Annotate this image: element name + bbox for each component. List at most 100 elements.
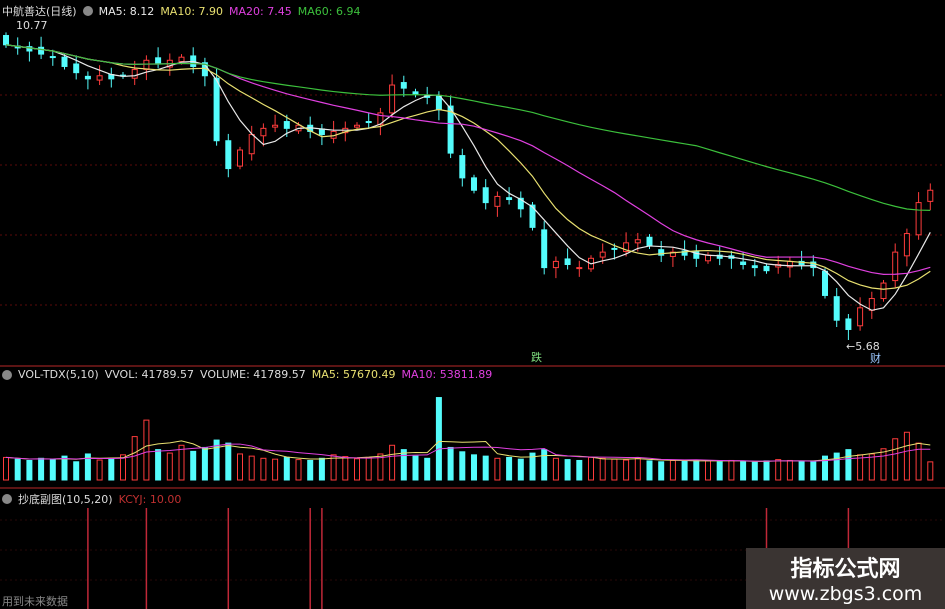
candle-up — [927, 189, 934, 202]
candle-down — [38, 46, 45, 55]
candle-down — [506, 197, 513, 201]
volume-bar — [49, 459, 56, 481]
volume-bar — [435, 397, 442, 481]
candle-up — [903, 233, 910, 257]
candle-down — [716, 254, 723, 259]
volume-bar — [634, 457, 641, 481]
volume-bar — [225, 442, 232, 481]
candle-down — [3, 35, 9, 46]
volume-bar — [412, 455, 419, 481]
candle-down — [564, 258, 571, 265]
future-data-note: 用到未来数据 — [2, 595, 68, 608]
candle-down — [400, 82, 407, 89]
volume-bar — [283, 456, 290, 481]
volume-bar — [892, 438, 899, 481]
ma10-value: MA10: 7.90 — [160, 4, 224, 18]
volume-bar — [740, 460, 747, 481]
candle-up — [880, 282, 887, 300]
candle-up — [237, 149, 243, 167]
volume-bar — [541, 449, 548, 481]
candle-down — [822, 270, 828, 296]
candle-up — [354, 124, 360, 128]
volume-bar — [798, 460, 805, 481]
volume-bar — [529, 452, 536, 481]
candle-up — [576, 267, 583, 270]
volume-bar — [377, 453, 384, 481]
volume-bar — [108, 457, 115, 481]
volume-bar — [786, 459, 793, 481]
volume-bar — [552, 457, 559, 481]
volume-bar — [166, 452, 173, 481]
volume-bar — [84, 453, 91, 481]
ma10-line — [5, 44, 931, 290]
candle-up — [272, 124, 279, 128]
candle-up — [494, 195, 501, 207]
candle-up — [260, 127, 267, 137]
candle-down — [283, 121, 290, 129]
ma60-value: MA60: 6.94 — [297, 4, 361, 18]
volume-bar — [178, 444, 185, 481]
volume-bar — [588, 456, 594, 481]
volume-value: VOLUME: 41789.57 — [200, 368, 306, 381]
candle-down — [646, 236, 653, 247]
volume-bar — [915, 442, 922, 481]
kcyj-signal-lines — [87, 508, 850, 609]
candle-down — [61, 56, 68, 67]
candle-up — [892, 251, 899, 282]
candle-down — [84, 75, 91, 80]
volume-bar — [3, 456, 9, 481]
volume-bar — [810, 461, 817, 481]
volume-bar — [307, 459, 314, 481]
volume-bar — [705, 460, 711, 481]
vol-ma10-value: MA10: 53811.89 — [401, 368, 493, 381]
ma5-value: MA5: 8.12 — [98, 4, 155, 18]
volume-bar — [857, 454, 864, 481]
volume-bars — [3, 397, 934, 481]
volume-bar — [564, 459, 571, 481]
volume-bar — [318, 457, 325, 481]
volume-bar — [272, 458, 279, 481]
candle-down — [447, 105, 454, 154]
candle-down — [833, 296, 840, 321]
volume-bar — [61, 455, 68, 481]
candle-down — [459, 155, 466, 179]
candle-down — [318, 128, 325, 136]
candle-down — [611, 247, 618, 250]
volume-bar — [693, 459, 700, 481]
watermark-title: 指标公式网 — [790, 557, 901, 582]
volume-bar — [611, 458, 618, 481]
volume-bar — [506, 456, 513, 481]
candle-up — [868, 298, 875, 311]
candle-up — [131, 69, 138, 79]
volume-bar — [365, 456, 372, 481]
candle-up — [389, 84, 396, 114]
volume-bar — [927, 461, 934, 481]
volume-bar — [517, 458, 524, 481]
volume-bar — [131, 436, 138, 481]
volume-bar — [623, 459, 630, 481]
volume-bar — [494, 457, 501, 481]
volume-bar — [155, 449, 162, 481]
volume-bar — [96, 459, 103, 481]
candle-down — [693, 251, 700, 259]
candle-up — [96, 75, 103, 81]
candle-down — [213, 77, 220, 142]
settings-icon[interactable] — [2, 369, 12, 380]
volume-bar — [38, 457, 45, 481]
ma60-line — [5, 44, 931, 212]
moving-average-lines — [5, 44, 931, 311]
candle-down — [810, 261, 817, 269]
candle-up — [634, 239, 641, 244]
volume-bar — [342, 456, 349, 481]
volume-bar — [482, 455, 489, 481]
candle-up — [178, 56, 185, 63]
volume-bar — [354, 458, 360, 481]
settings-icon[interactable] — [2, 494, 12, 504]
main-legend: 中航善达(日线) MA5: 8.12 MA10: 7.90 MA20: 7.45… — [2, 3, 360, 19]
candle-up — [623, 242, 630, 253]
settings-icon[interactable] — [82, 6, 93, 16]
vol-indicator-name: VOL-TDX(5,10) — [18, 368, 99, 381]
volume-bar — [330, 454, 337, 481]
volume-bar — [775, 459, 782, 481]
